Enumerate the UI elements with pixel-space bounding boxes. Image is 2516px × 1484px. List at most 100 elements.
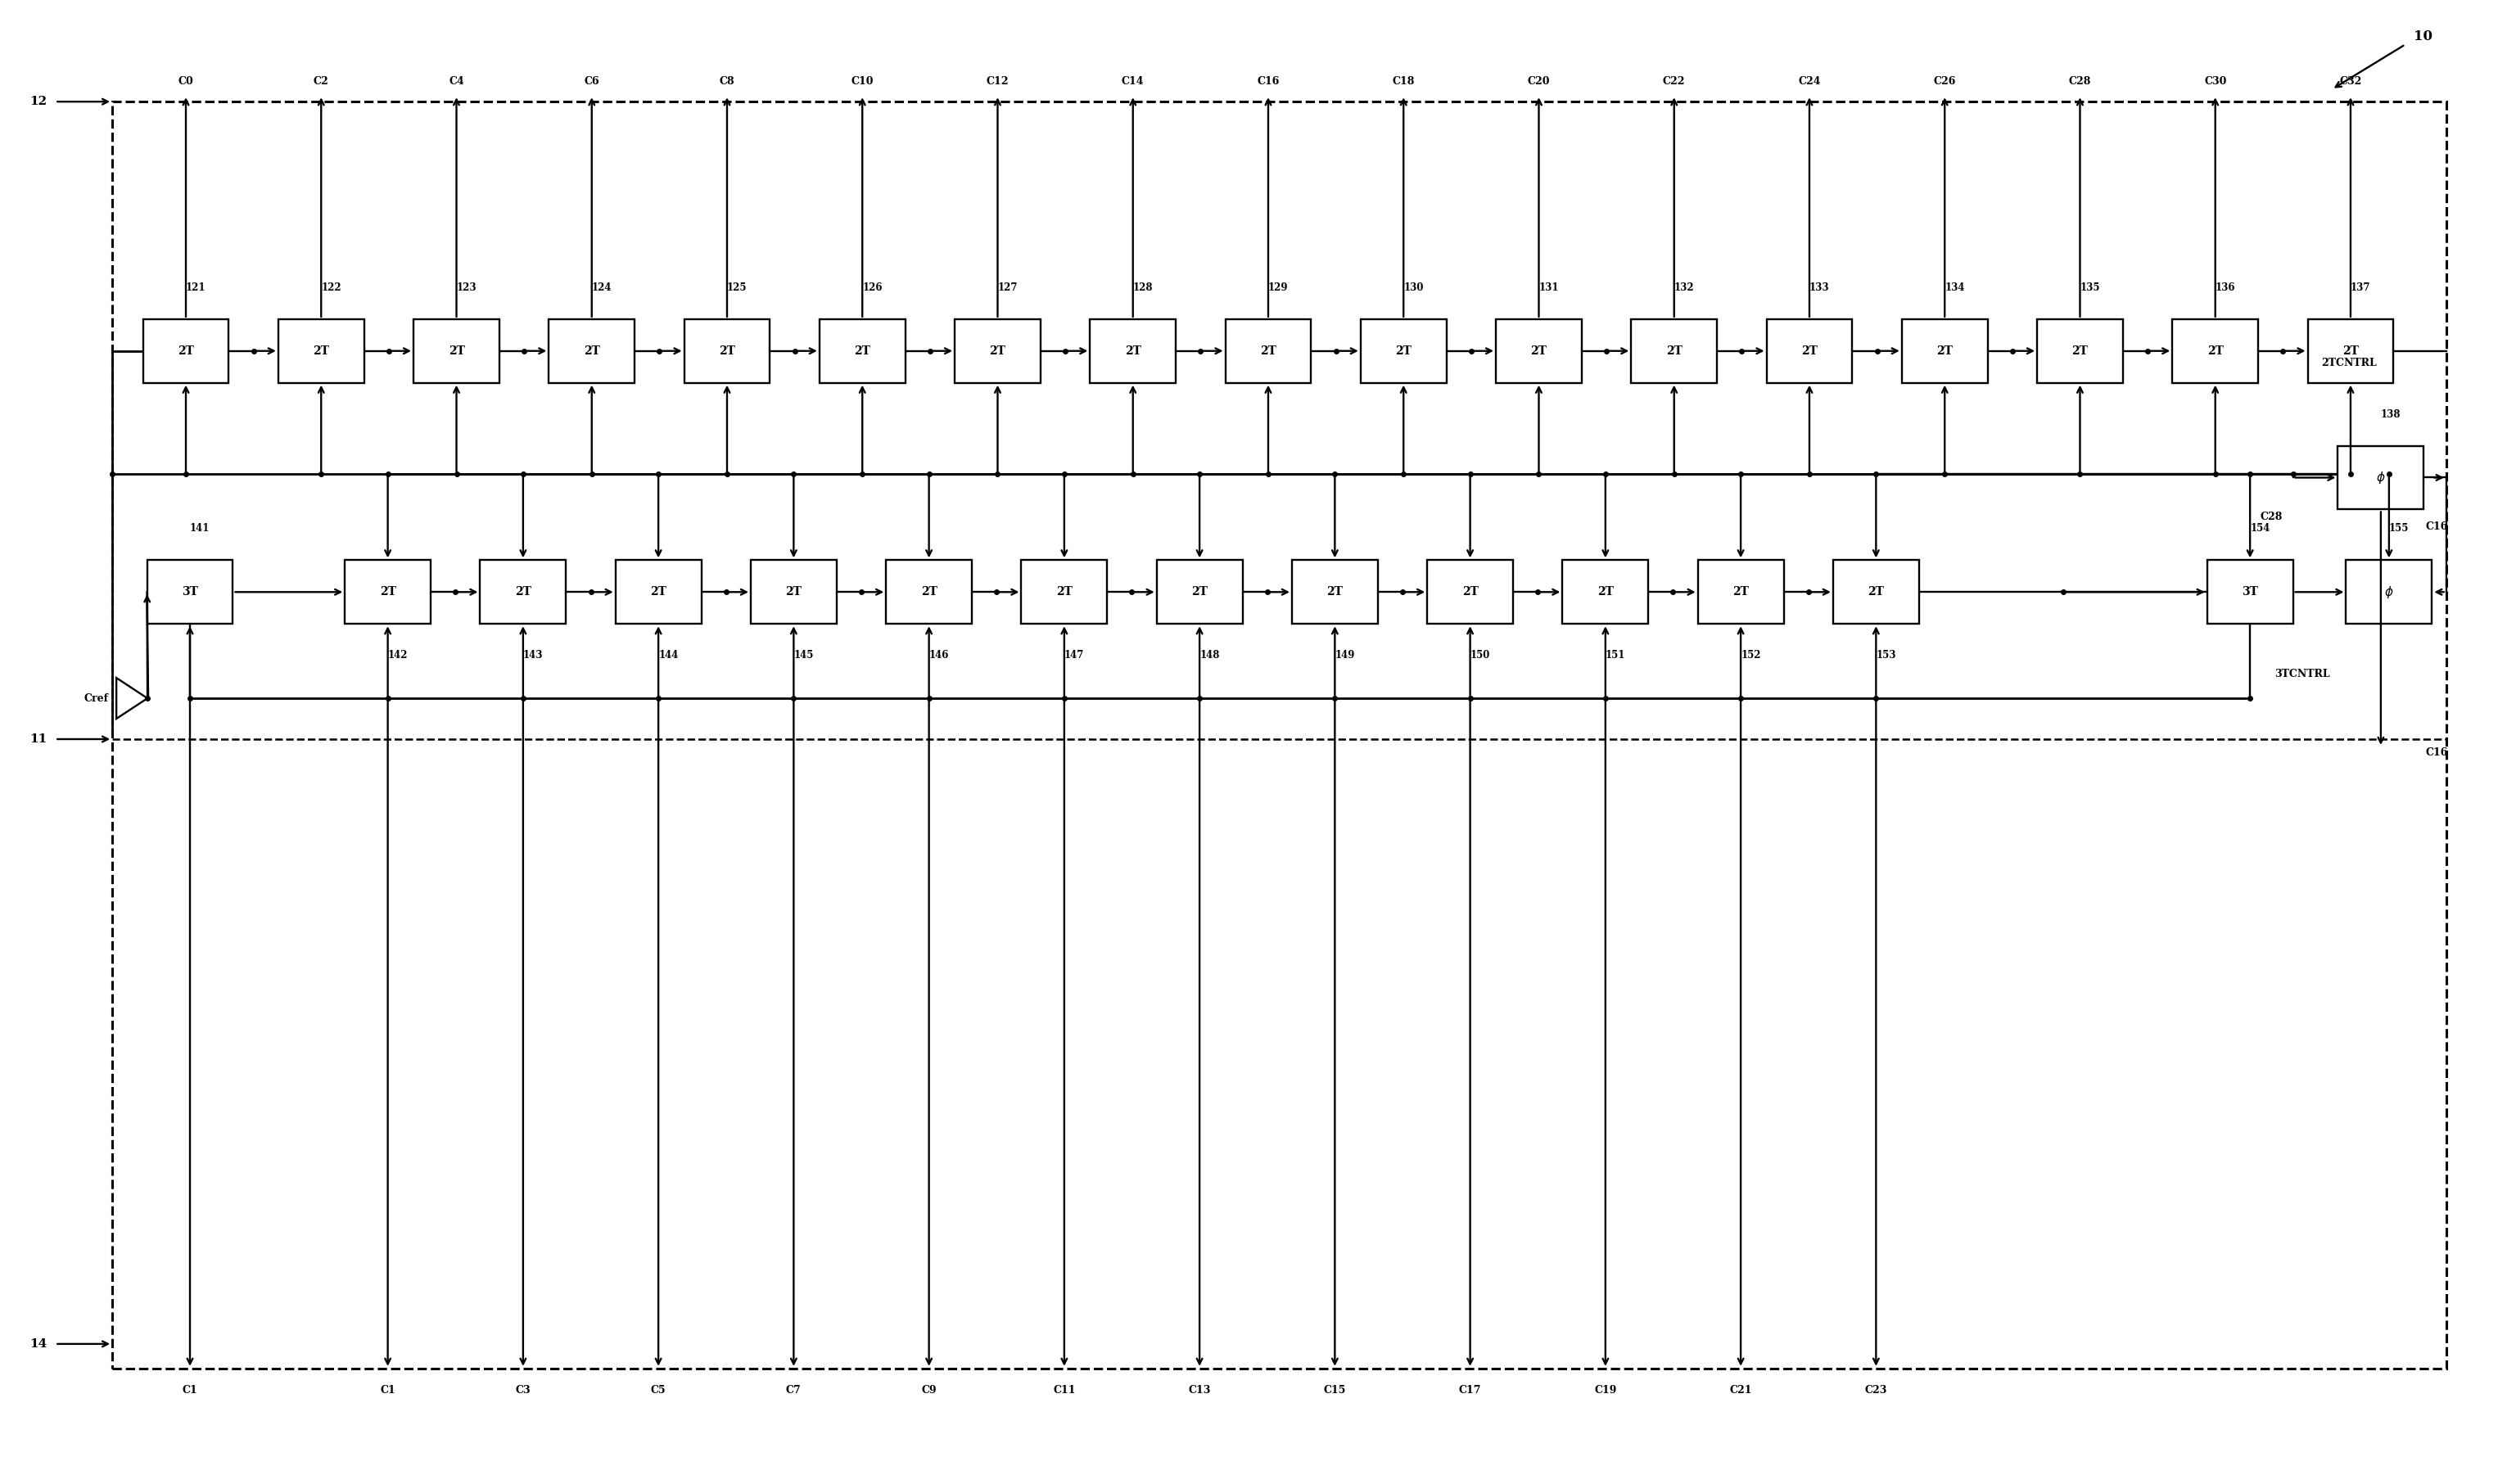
Text: C14: C14 [1122,76,1145,88]
Text: C8: C8 [720,76,735,88]
FancyBboxPatch shape [2307,319,2393,383]
Text: C13: C13 [1188,1385,1210,1395]
FancyBboxPatch shape [1497,319,1583,383]
Text: 2T: 2T [179,346,194,356]
Text: 136: 136 [2214,282,2234,292]
Text: 149: 149 [1336,650,1354,660]
Text: C4: C4 [448,76,463,88]
Text: C7: C7 [785,1385,800,1395]
Text: C15: C15 [1323,1385,1346,1395]
Text: 10: 10 [2413,30,2433,43]
Text: 121: 121 [186,282,206,292]
Text: 141: 141 [189,524,209,534]
Text: 2T: 2T [1057,586,1072,598]
Text: 2T: 2T [2342,346,2357,356]
Text: 2T: 2T [1867,586,1884,598]
Text: 134: 134 [1945,282,1965,292]
Text: 137: 137 [2350,282,2370,292]
FancyBboxPatch shape [1698,559,1784,623]
Text: 129: 129 [1268,282,1288,292]
Text: $\phi$: $\phi$ [2385,585,2393,600]
Text: C10: C10 [850,76,873,88]
Text: C18: C18 [1391,76,1414,88]
Text: C1: C1 [181,1385,199,1395]
Text: C20: C20 [1527,76,1550,88]
Text: C30: C30 [2204,76,2227,88]
Text: 2T: 2T [1937,346,1952,356]
Text: 2T: 2T [855,346,871,356]
Text: 151: 151 [1605,650,1625,660]
Text: 148: 148 [1200,650,1220,660]
Text: C2: C2 [314,76,330,88]
FancyBboxPatch shape [1902,319,1988,383]
Text: 2T: 2T [2071,346,2088,356]
Text: 147: 147 [1064,650,1084,660]
FancyBboxPatch shape [113,102,2446,1368]
FancyBboxPatch shape [2171,319,2259,383]
FancyBboxPatch shape [1089,319,1175,383]
Text: 2T: 2T [989,346,1006,356]
Text: 131: 131 [1540,282,1560,292]
FancyBboxPatch shape [279,319,365,383]
FancyBboxPatch shape [1021,559,1107,623]
Text: C11: C11 [1054,1385,1074,1395]
Text: 11: 11 [30,733,48,745]
Text: 128: 128 [1132,282,1152,292]
Text: 12: 12 [30,96,48,107]
FancyBboxPatch shape [886,559,971,623]
Text: 2T: 2T [1125,346,1142,356]
Text: 153: 153 [1877,650,1897,660]
Text: C17: C17 [1459,1385,1482,1395]
Text: C16: C16 [1258,76,1281,88]
FancyBboxPatch shape [750,559,838,623]
Text: 143: 143 [523,650,543,660]
Text: 2T: 2T [1598,586,1613,598]
Text: 145: 145 [793,650,813,660]
Text: 2T: 2T [1396,346,1411,356]
Text: C1: C1 [380,1385,395,1395]
FancyBboxPatch shape [820,319,906,383]
Text: 2T: 2T [1261,346,1276,356]
Text: 3TCNTRL: 3TCNTRL [2274,669,2330,680]
Text: C32: C32 [2340,76,2363,88]
FancyBboxPatch shape [1630,319,1716,383]
Text: 3T: 3T [181,586,199,598]
Text: 2TCNTRL: 2TCNTRL [2322,358,2378,368]
Text: 146: 146 [928,650,949,660]
FancyBboxPatch shape [146,559,234,623]
Text: C3: C3 [516,1385,531,1395]
FancyBboxPatch shape [1157,559,1243,623]
Text: 2T: 2T [1530,346,1547,356]
Text: 14: 14 [30,1339,48,1349]
Text: 2T: 2T [312,346,330,356]
Text: C19: C19 [1595,1385,1618,1395]
Text: C5: C5 [652,1385,667,1395]
Text: 2T: 2T [584,346,599,356]
Text: 132: 132 [1673,282,1693,292]
Text: 2T: 2T [516,586,531,598]
Text: 2T: 2T [649,586,667,598]
Text: 122: 122 [322,282,342,292]
Text: 3T: 3T [2242,586,2259,598]
Text: 2T: 2T [1193,586,1208,598]
Text: 133: 133 [1809,282,1829,292]
Text: 2T: 2T [785,586,803,598]
Text: C6: C6 [584,76,599,88]
Text: 2T: 2T [921,586,936,598]
Text: 142: 142 [387,650,408,660]
Text: 124: 124 [591,282,611,292]
Text: 123: 123 [455,282,476,292]
FancyBboxPatch shape [1834,559,1920,623]
Text: C22: C22 [1663,76,1686,88]
Text: 2T: 2T [1734,586,1749,598]
Text: 126: 126 [863,282,883,292]
FancyBboxPatch shape [2207,559,2292,623]
Text: C28: C28 [2068,76,2091,88]
Text: Cref: Cref [83,693,108,703]
Text: C9: C9 [921,1385,936,1395]
FancyBboxPatch shape [413,319,498,383]
Text: 127: 127 [999,282,1016,292]
Text: C23: C23 [1864,1385,1887,1395]
Text: 135: 135 [2081,282,2101,292]
Text: 2T: 2T [380,586,395,598]
